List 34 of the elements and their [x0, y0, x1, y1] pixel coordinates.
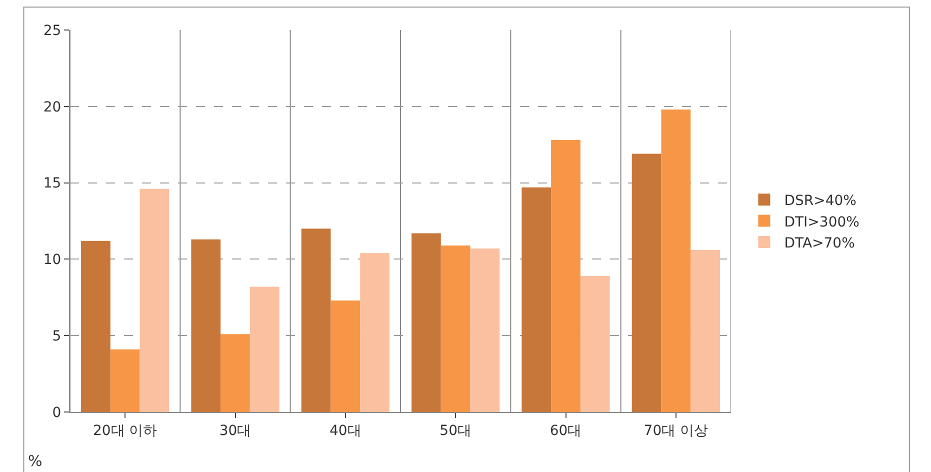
- legend-label: DSR>40%: [784, 193, 856, 210]
- bar: [551, 140, 580, 412]
- x-tick-label: 50대: [440, 422, 472, 439]
- bar: [220, 334, 250, 412]
- x-tick-label: 40대: [330, 422, 362, 439]
- bar: [690, 250, 720, 412]
- x-tick-label: 60대: [550, 422, 582, 439]
- x-tick-label: 20대 이하: [92, 422, 158, 439]
- bar: [470, 248, 500, 412]
- bar: [250, 286, 280, 412]
- bar: [360, 253, 390, 412]
- bar: [81, 240, 110, 412]
- bar: [110, 349, 140, 412]
- bar: [191, 239, 221, 412]
- x-tick-label: 30대: [219, 422, 252, 439]
- y-tick-label: 5: [52, 328, 62, 344]
- legend-label: DTA>70%: [784, 235, 855, 252]
- y-axis-title: %: [28, 452, 42, 470]
- x-tick-label: 70대 이상: [644, 422, 708, 439]
- bar: [661, 109, 691, 412]
- bar: [140, 188, 170, 412]
- y-tick-label: 25: [43, 22, 62, 39]
- y-tick-label: 0: [52, 404, 62, 421]
- bar: [522, 187, 552, 412]
- bar: [301, 228, 331, 412]
- y-tick-label: 10: [43, 252, 62, 268]
- bar: [580, 276, 610, 412]
- bar: [412, 233, 441, 412]
- y-tick-label: 15: [43, 176, 62, 192]
- y-tick-label: 20: [43, 99, 62, 116]
- bar: [330, 300, 360, 412]
- legend-label: DTI>300%: [784, 214, 860, 230]
- bar: [440, 245, 470, 412]
- bar: [632, 154, 662, 412]
